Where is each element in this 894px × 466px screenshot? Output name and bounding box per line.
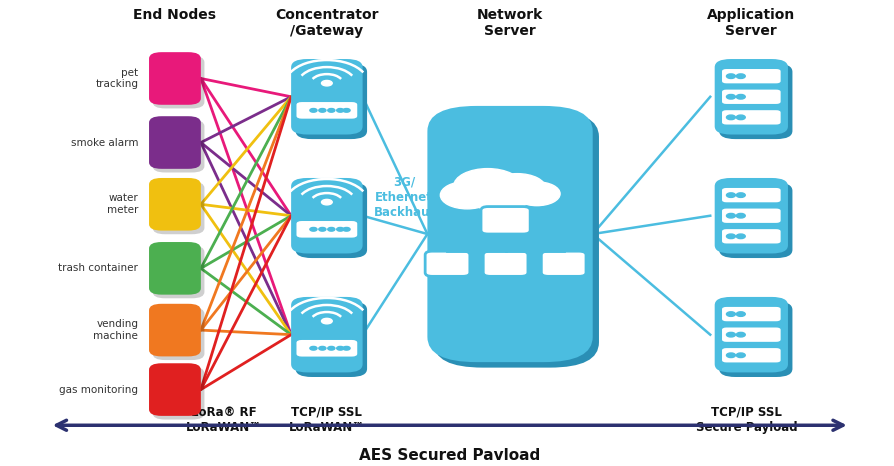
FancyBboxPatch shape <box>153 56 204 109</box>
FancyBboxPatch shape <box>153 367 204 419</box>
Circle shape <box>736 234 745 239</box>
Circle shape <box>736 95 745 99</box>
Circle shape <box>318 109 325 112</box>
Circle shape <box>440 181 493 209</box>
Text: AES Secured Pavload: AES Secured Pavload <box>358 448 540 463</box>
Text: TCP/IP SSL
LoRaWAN™: TCP/IP SSL LoRaWAN™ <box>289 405 365 433</box>
Circle shape <box>453 169 521 203</box>
FancyBboxPatch shape <box>721 110 780 124</box>
FancyBboxPatch shape <box>149 116 200 169</box>
Circle shape <box>726 115 735 120</box>
Circle shape <box>318 227 325 231</box>
FancyBboxPatch shape <box>295 302 367 377</box>
FancyBboxPatch shape <box>296 340 357 356</box>
Circle shape <box>342 346 350 350</box>
Text: Network
Server: Network Server <box>477 7 543 38</box>
Circle shape <box>726 353 735 357</box>
FancyBboxPatch shape <box>719 63 791 139</box>
FancyBboxPatch shape <box>721 89 780 104</box>
FancyBboxPatch shape <box>149 363 200 416</box>
FancyBboxPatch shape <box>721 69 780 83</box>
FancyBboxPatch shape <box>721 307 780 321</box>
Text: LoRa® RF
LoRaWAN™: LoRa® RF LoRaWAN™ <box>186 405 262 433</box>
Text: 3G/
Ethernet
Backhaul: 3G/ Ethernet Backhaul <box>374 176 434 219</box>
FancyBboxPatch shape <box>149 52 200 105</box>
Circle shape <box>726 213 735 218</box>
Circle shape <box>476 188 526 214</box>
FancyBboxPatch shape <box>434 111 598 368</box>
FancyBboxPatch shape <box>149 242 200 295</box>
FancyBboxPatch shape <box>721 348 780 363</box>
Circle shape <box>336 109 343 112</box>
Circle shape <box>726 95 735 99</box>
FancyBboxPatch shape <box>714 59 787 135</box>
Text: Application
Server: Application Server <box>706 7 795 38</box>
FancyBboxPatch shape <box>295 63 367 139</box>
Circle shape <box>309 109 316 112</box>
Circle shape <box>513 182 560 206</box>
Circle shape <box>336 346 343 350</box>
FancyBboxPatch shape <box>291 59 362 135</box>
Text: trash container: trash container <box>58 263 139 274</box>
FancyBboxPatch shape <box>149 304 200 356</box>
FancyBboxPatch shape <box>719 302 791 377</box>
Circle shape <box>736 193 745 198</box>
FancyBboxPatch shape <box>721 209 780 223</box>
Circle shape <box>309 346 316 350</box>
Text: pet
tracking: pet tracking <box>95 68 139 89</box>
Circle shape <box>726 193 735 198</box>
Circle shape <box>321 199 332 205</box>
Circle shape <box>726 312 735 316</box>
Text: water
meter: water meter <box>106 193 139 215</box>
Circle shape <box>736 332 745 337</box>
Circle shape <box>736 115 745 120</box>
FancyBboxPatch shape <box>296 221 357 238</box>
Circle shape <box>336 227 343 231</box>
Circle shape <box>327 109 334 112</box>
Circle shape <box>342 227 350 231</box>
Circle shape <box>736 213 745 218</box>
Circle shape <box>327 227 334 231</box>
Circle shape <box>736 353 745 357</box>
FancyBboxPatch shape <box>153 120 204 172</box>
FancyBboxPatch shape <box>721 328 780 342</box>
Circle shape <box>726 234 735 239</box>
FancyBboxPatch shape <box>291 297 362 372</box>
FancyBboxPatch shape <box>291 178 362 254</box>
Circle shape <box>736 74 745 78</box>
Text: smoke alarm: smoke alarm <box>71 137 139 148</box>
Circle shape <box>342 109 350 112</box>
Circle shape <box>488 174 545 203</box>
FancyBboxPatch shape <box>153 182 204 234</box>
FancyBboxPatch shape <box>149 178 200 231</box>
Text: TCP/IP SSL
Secure Payload: TCP/IP SSL Secure Payload <box>696 405 797 433</box>
FancyBboxPatch shape <box>296 102 357 119</box>
FancyBboxPatch shape <box>719 183 791 258</box>
Circle shape <box>321 81 332 86</box>
FancyBboxPatch shape <box>427 106 592 362</box>
Text: vending
machine: vending machine <box>93 319 139 341</box>
Circle shape <box>726 74 735 78</box>
FancyBboxPatch shape <box>153 308 204 360</box>
Circle shape <box>309 227 316 231</box>
Text: Concentrator
/Gateway: Concentrator /Gateway <box>274 7 378 38</box>
FancyBboxPatch shape <box>153 246 204 298</box>
Circle shape <box>736 312 745 316</box>
FancyBboxPatch shape <box>721 229 780 243</box>
FancyBboxPatch shape <box>483 251 527 276</box>
FancyBboxPatch shape <box>714 297 787 372</box>
FancyBboxPatch shape <box>480 206 529 234</box>
Text: gas monitoring: gas monitoring <box>59 384 139 395</box>
FancyBboxPatch shape <box>425 251 469 276</box>
Circle shape <box>327 346 334 350</box>
FancyBboxPatch shape <box>295 183 367 258</box>
Text: End Nodes: End Nodes <box>133 7 216 21</box>
FancyBboxPatch shape <box>721 188 780 202</box>
FancyBboxPatch shape <box>541 251 586 276</box>
Circle shape <box>318 346 325 350</box>
Circle shape <box>726 332 735 337</box>
FancyBboxPatch shape <box>714 178 787 254</box>
Circle shape <box>321 318 332 324</box>
